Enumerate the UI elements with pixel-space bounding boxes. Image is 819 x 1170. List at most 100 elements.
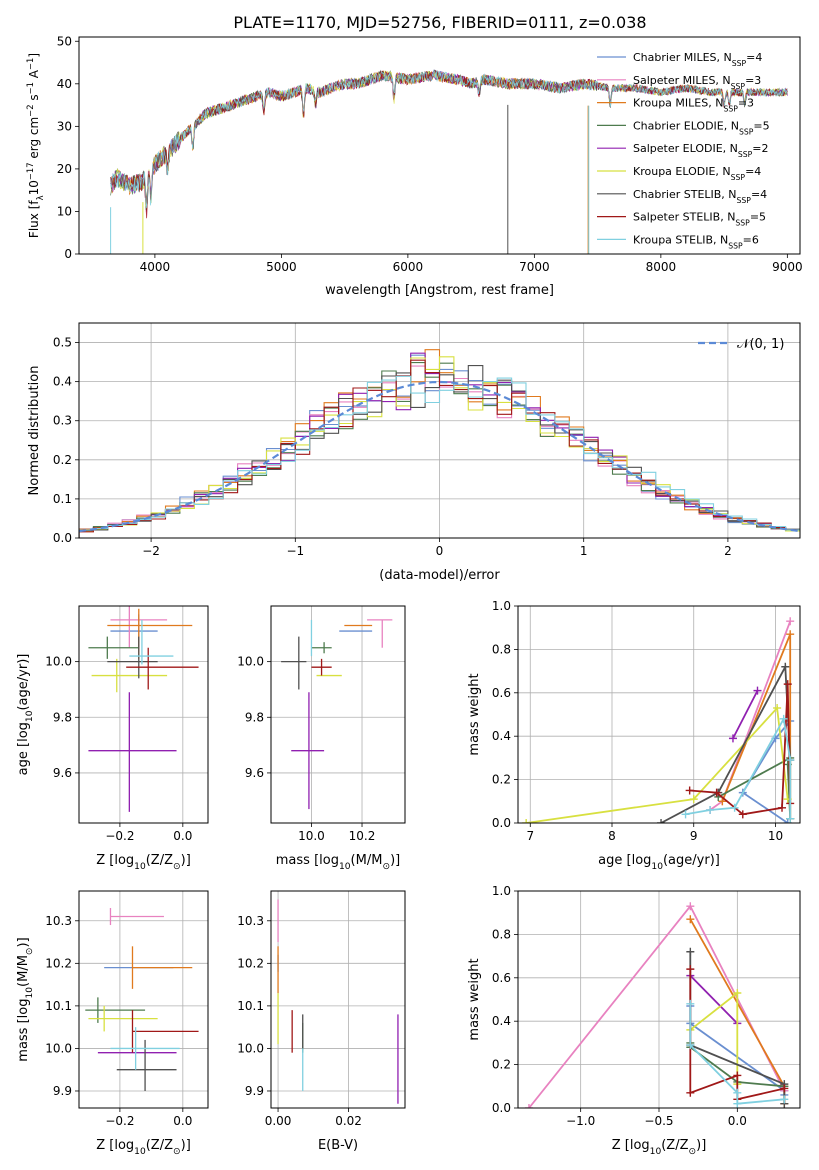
label-part: Flux [f (27, 200, 41, 238)
label-part: Chabrier STELIB, N (633, 188, 737, 201)
x-tick-label: 9000 (772, 260, 803, 274)
label-part: ⊙ (25, 947, 35, 955)
y-tick-label: 10 (57, 204, 72, 218)
label-part: Salpeter STELIB, N (633, 211, 735, 224)
label-part: mass [log (276, 853, 339, 868)
errorbar-point (131, 1010, 199, 1053)
label-part: =4 (745, 165, 761, 178)
label-part: =5 (753, 119, 769, 132)
y-axis-label: mass weight (467, 673, 482, 755)
label-part: ⊙ (173, 862, 181, 872)
axes-frame (78, 890, 209, 1109)
label-part: −1 (25, 82, 35, 94)
y-tick-label: 0.1 (53, 492, 72, 506)
mass-weight-marker (657, 819, 666, 823)
axes-frame (78, 36, 801, 255)
mass-weight-marker (733, 1099, 742, 1108)
label-part: Kroupa MILES, N (633, 97, 723, 110)
mass-weight-marker (733, 988, 742, 997)
axes-frame (517, 605, 801, 824)
errorbar-point (88, 1005, 158, 1032)
y-tick-label: 10.2 (45, 956, 72, 970)
label-part: SSP (723, 104, 738, 113)
label-part: (Z/Z (146, 1138, 173, 1153)
axes-border (517, 605, 801, 824)
mass-weight-marker (786, 617, 795, 626)
mass-weight-line (689, 684, 792, 816)
y-tick-label: 10.0 (237, 1041, 264, 1055)
label-part: 10 (25, 987, 35, 999)
label-part: Chabrier MILES, N (633, 51, 732, 64)
legend-entry: Chabrier MILES, NSSP=4 (633, 51, 762, 68)
axes-frame (270, 605, 406, 824)
y-tick-label: 30 (57, 119, 72, 133)
y-axis-label: Flux [fλ10−17 erg cm−2 s−1 A−1] (25, 53, 45, 238)
mass-weight-marker (689, 795, 698, 804)
label-part: −17 (25, 162, 35, 180)
label-part: )] (696, 1138, 706, 1153)
label-part: Kroupa ELODIE, N (633, 165, 731, 178)
errorbar-point (367, 619, 393, 648)
grid (79, 606, 208, 823)
x-axis-label: E(B-V) (318, 1138, 358, 1153)
mass-weight-marker (786, 756, 795, 765)
mass-weight-marker (783, 680, 792, 689)
y-tick-label: 10.3 (237, 914, 264, 928)
mass-weight-line (526, 705, 789, 823)
y-tick-label: 0 (64, 247, 72, 261)
mass-weight-marker (780, 1095, 789, 1104)
mass-weight-marker (781, 662, 790, 671)
label-part: Z [log (96, 853, 134, 868)
label-part: SSP (737, 195, 752, 204)
y-tick-label: 1.0 (492, 599, 511, 613)
x-axis-label: Z [log10(Z/Z⊙)] (96, 853, 191, 872)
plot-area (79, 349, 800, 538)
y-tick-label: 0.2 (492, 1058, 511, 1072)
plot-area (85, 908, 199, 1091)
y-tick-label: 0.2 (492, 773, 511, 787)
mass-weight-line (732, 690, 759, 739)
label-part: 10 (134, 862, 146, 872)
label-part: =4 (746, 51, 762, 64)
ticks: 0.00 0.02 9.9 10.0 10.1 10.2 10.3 (237, 914, 362, 1128)
y-tick-label: 0.4 (492, 1014, 511, 1028)
axes-frame (78, 605, 209, 824)
mass-weight-marker (730, 803, 739, 812)
ticks: −0.2 0.0 9.9 10.0 10.1 10.2 10.3 (45, 914, 192, 1128)
legend-entry: Chabrier STELIB, NSSP=4 (633, 188, 767, 205)
x-tick-label: 8 (608, 829, 616, 843)
y-tick-label: 9.9 (53, 1084, 72, 1098)
x-tick-label: 0.0 (173, 1114, 192, 1128)
x-tick-label: 0.0 (173, 829, 192, 843)
plot-area (524, 902, 789, 1108)
label-part: (age/yr)] (663, 853, 720, 868)
label-part: ] (27, 53, 41, 58)
ticks: −0.2 0.0 9.6 9.8 10.0 (45, 655, 192, 843)
errorbar-point (281, 636, 307, 690)
mass-weight-marker (686, 999, 695, 1008)
grid (271, 891, 405, 1108)
axes-border (78, 605, 209, 824)
legend-entry: Salpeter STELIB, NSSP=5 (633, 211, 766, 228)
errorbar-point (109, 908, 164, 926)
figure-title: PLATE=1170, MJD=52756, FIBERID=0111, z=0… (233, 13, 646, 32)
label-part: =4 (751, 188, 767, 201)
y-tick-label: 0.8 (492, 927, 511, 941)
label-part: 10 (25, 710, 35, 722)
x-axis-label: age [log10(age/yr)] (598, 853, 720, 872)
label-part: A (27, 69, 41, 82)
plot-area (522, 617, 795, 823)
y-axis-label: age [log10(age/yr)] (16, 654, 35, 776)
plot-area (277, 899, 399, 1104)
mass-weight-marker (779, 714, 788, 723)
x-tick-label: 1 (580, 544, 588, 558)
errorbar-point (110, 1027, 180, 1070)
y-tick-label: 10.1 (45, 999, 72, 1013)
y-tick-label: 0.2 (53, 453, 72, 467)
label-part: )] (181, 853, 191, 868)
label-part: 10 (27, 180, 41, 195)
y-tick-label: 9.6 (53, 766, 72, 780)
axes-border (270, 605, 406, 824)
